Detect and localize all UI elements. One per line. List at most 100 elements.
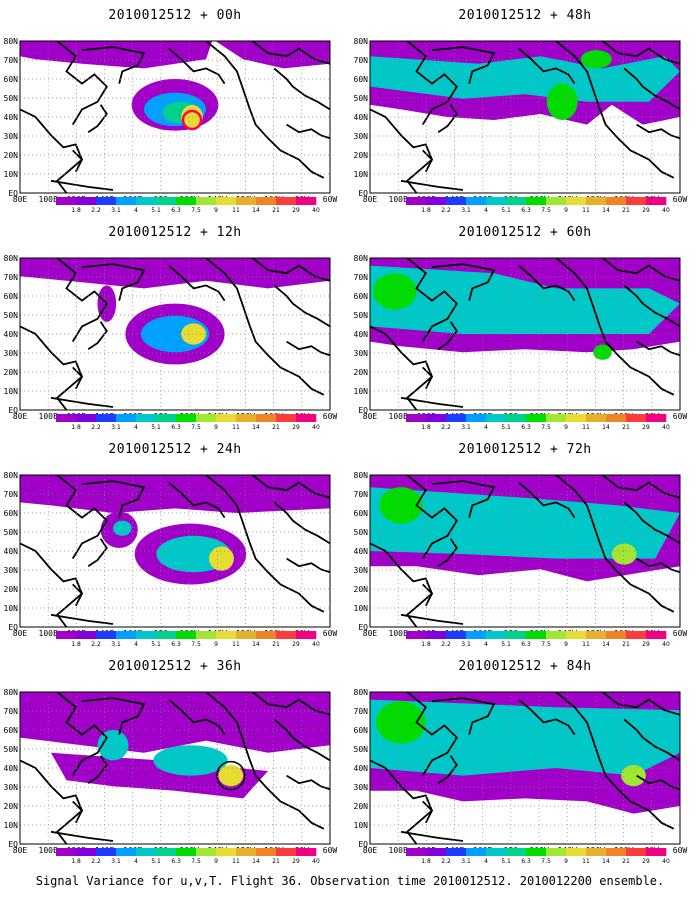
map-frame — [19, 40, 331, 194]
coastline — [56, 258, 108, 343]
lat-tick-label: 30N — [354, 566, 369, 575]
coastline — [623, 501, 680, 545]
colorbar-label: 9 — [564, 424, 568, 431]
colorbar-label: 6.3 — [171, 858, 181, 865]
variance-blob — [621, 764, 646, 787]
coastline — [87, 321, 108, 350]
coastline — [273, 501, 330, 545]
lat-tick-label: 70N — [4, 490, 19, 499]
colorbar-swatch — [626, 197, 647, 205]
coastline — [437, 104, 458, 133]
colorbar-label: 2.2 — [441, 207, 451, 214]
lat-tick-label: 80N — [4, 688, 19, 697]
lon-tick-label: 60W — [673, 195, 688, 204]
colorbar-label: 11 — [232, 424, 240, 431]
lon-tick-label: 80E — [13, 629, 28, 638]
colorbar-label: 5.1 — [501, 424, 511, 431]
map-content — [370, 692, 680, 844]
lon-tick-label: 80E — [13, 412, 28, 421]
coastline — [518, 264, 576, 302]
map-panel: 2010012512 + 84h 80N 70N 60N 50N 40N 30N 20N 10N… — [350, 651, 700, 868]
coastline — [20, 759, 84, 844]
colorbar-label: 2.2 — [441, 641, 451, 648]
lat-tick-label: 60N — [4, 75, 19, 84]
map-panel: 2010012512 + 36h 80N 70N 60N 50N 40N 30N 20N 10N… — [0, 651, 350, 868]
lat-tick-label: 80N — [4, 471, 19, 480]
colorbar-label: 7.5 — [191, 641, 201, 648]
map-frame — [369, 691, 681, 845]
lat-tick-label: 30N — [354, 132, 369, 141]
coastline — [72, 366, 84, 390]
lon-tick-label: 100E — [389, 412, 408, 421]
panel-title: 2010012512 + 24h — [108, 442, 242, 457]
colorbar-label: 14 — [602, 858, 610, 865]
variance-map: 80N70N60N50N40N30N20N10NEQ80E100E120E140… — [354, 471, 688, 648]
map-content — [370, 258, 680, 410]
colorbar-label: 11 — [232, 858, 240, 865]
colorbar-label: 11 — [232, 207, 240, 214]
colorbar-label: 29 — [642, 641, 650, 648]
colorbar-swatch — [466, 848, 487, 856]
panel-title: 2010012512 + 84h — [458, 659, 592, 674]
coastline — [81, 46, 146, 84]
lat-tick-label: 80N — [354, 471, 369, 480]
coastline — [601, 692, 680, 716]
lat-tick-label: 20N — [4, 585, 19, 594]
coastline — [431, 46, 496, 84]
colorbar-label: 7.5 — [541, 207, 551, 214]
coastline — [400, 179, 464, 191]
lat-tick-label: 80N — [4, 254, 19, 263]
colorbar-swatch — [96, 414, 117, 422]
colorbar-label: 5.1 — [501, 207, 511, 214]
colorbar-label: 21 — [622, 858, 630, 865]
map-content — [370, 475, 680, 627]
colorbar-label: 5.1 — [151, 641, 161, 648]
lat-tick-label: 10N — [4, 821, 19, 830]
colorbar-swatch — [256, 197, 277, 205]
colorbar-swatch — [116, 197, 137, 205]
lon-tick-label: 80E — [363, 629, 378, 638]
coastline — [623, 284, 680, 328]
lat-tick-label: 10N — [4, 387, 19, 396]
colorbar-label: 3.1 — [111, 424, 121, 431]
colorbar-swatch — [626, 631, 647, 639]
lon-tick-label: 60W — [673, 846, 688, 855]
map-panel: 2010012512 + 00h 80N 70N 60N 50N 40N 30N 20N 10N… — [0, 0, 350, 217]
coastline — [87, 104, 108, 133]
colorbar-swatch — [606, 197, 627, 205]
colorbar-swatch — [526, 414, 547, 422]
colorbar-label: 40 — [662, 858, 670, 865]
lat-tick-label: 20N — [4, 368, 19, 377]
lat-tick-label: 70N — [4, 273, 19, 282]
colorbar-label: 40 — [662, 207, 670, 214]
coastline — [50, 830, 114, 842]
variance-band — [20, 692, 330, 753]
colorbar-swatch — [506, 197, 527, 205]
colorbar-label: 4 — [134, 641, 138, 648]
coastline — [205, 258, 325, 396]
lat-tick-label: 70N — [4, 707, 19, 716]
colorbar-label: 1.8 — [71, 858, 81, 865]
lat-tick-label: 30N — [4, 566, 19, 575]
colorbar-label: 40 — [312, 641, 320, 648]
variance-map: 80N70N60N50N40N30N20N10NEQ80E100E120E140… — [4, 254, 338, 431]
lat-tick-label: 30N — [4, 783, 19, 792]
coastline — [81, 480, 146, 518]
colorbar-swatch — [276, 631, 297, 639]
map-panel: 2010012512 + 48h 80N 70N 60N 50N 40N 30N 20N 10N… — [350, 0, 700, 217]
coastline — [555, 475, 675, 613]
coastline — [636, 557, 680, 574]
colorbar-swatch — [156, 197, 177, 205]
lat-tick-label: 60N — [354, 292, 369, 301]
coastline — [205, 692, 325, 830]
colorbar-swatch — [196, 197, 217, 205]
colorbar-swatch — [116, 848, 137, 856]
colorbar-swatch — [216, 631, 237, 639]
colorbar-label: 40 — [662, 424, 670, 431]
colorbar-label: 5.1 — [501, 858, 511, 865]
colorbar-label: 6.3 — [521, 858, 531, 865]
colorbar-swatch — [216, 414, 237, 422]
colorbar-label: 40 — [312, 858, 320, 865]
coastline — [422, 149, 434, 173]
map-frame — [19, 474, 331, 628]
